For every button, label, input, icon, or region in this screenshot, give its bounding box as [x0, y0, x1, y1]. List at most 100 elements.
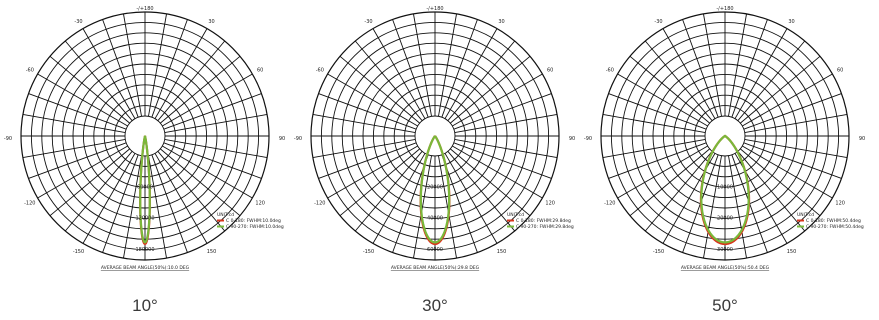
grid-spoke — [37, 73, 128, 127]
grid-spoke — [157, 40, 226, 121]
grid-spoke — [703, 13, 722, 117]
angle-label: -30 — [654, 19, 662, 25]
grid-spoke — [441, 19, 478, 118]
grid-spoke — [450, 55, 531, 124]
angle-label: -120 — [314, 201, 325, 207]
angle-label: -60 — [26, 68, 34, 74]
angle-label: 30 — [788, 19, 794, 25]
grid-spoke — [102, 19, 139, 118]
angle-label: -60 — [316, 68, 324, 74]
grid-spoke — [154, 153, 208, 244]
intensity-curve-c90-270 — [139, 134, 151, 244]
polar-chart-1: -/+180 -150 150 -120 120 -90 90 -60 60 -30 30 20000… — [294, 6, 575, 271]
angle-label: -90 — [4, 136, 12, 142]
grid-spoke — [163, 142, 262, 179]
grid-spoke — [160, 148, 241, 217]
grid-spoke — [731, 19, 768, 118]
grid-spoke — [447, 40, 516, 121]
legend-unit: UNIT:cd — [507, 212, 524, 218]
legend-entry: C 0-180: FWHM:29.8deg — [516, 218, 571, 224]
grid-spoke — [151, 154, 188, 253]
grid-spoke — [327, 73, 418, 127]
grid-spoke — [728, 13, 747, 117]
grid-spoke — [312, 139, 416, 158]
radial-value-label: 60000 — [427, 247, 443, 253]
grid-spoke — [744, 139, 848, 158]
beam-angle-caption-50: 50° — [712, 296, 738, 315]
grid-spoke — [453, 142, 552, 179]
angle-label: -150 — [363, 249, 374, 255]
grid-spoke — [617, 145, 708, 199]
radial-value-label: 180000 — [135, 247, 154, 253]
angle-label: 150 — [497, 249, 507, 255]
grid-spoke — [444, 28, 498, 119]
average-beam-angle-label: AVERAGE BEAM ANGLE(50%):50.4 DEG — [681, 265, 770, 271]
angle-label: 120 — [545, 201, 555, 207]
radial-value-label: 10000 — [717, 184, 733, 190]
grid-spoke — [740, 55, 821, 124]
grid-spoke — [742, 73, 833, 127]
grid-spoke — [339, 148, 420, 217]
grid-spoke — [413, 155, 432, 259]
grid-spoke — [602, 114, 706, 133]
grid-spoke — [602, 139, 706, 158]
angle-label: 150 — [207, 249, 217, 255]
grid-spoke — [318, 93, 417, 130]
grid-spoke — [662, 28, 716, 119]
intensity-curve-c90-270 — [700, 134, 750, 244]
grid-spoke — [154, 28, 208, 119]
legend-entry: C 0-180: FWHM:50.4deg — [806, 218, 861, 224]
grid-spoke — [64, 151, 133, 232]
grid-spoke — [49, 55, 130, 124]
angle-label: -90 — [294, 136, 302, 142]
beam-angle-caption-10: 10° — [132, 296, 158, 315]
grid-spoke — [617, 73, 708, 127]
grid-spoke — [164, 114, 268, 133]
angle-label-top: -/+180 — [136, 6, 153, 12]
grid-spoke — [438, 155, 457, 259]
grid-spoke — [339, 55, 420, 124]
grid-spoke — [629, 55, 710, 124]
grid-spoke — [162, 145, 253, 199]
grid-spoke — [22, 114, 126, 133]
grid-spoke — [327, 145, 418, 199]
radial-value-label: 20000 — [427, 184, 443, 190]
grid-spoke — [744, 114, 848, 133]
grid-spoke — [162, 73, 253, 127]
grid-spoke — [37, 145, 128, 199]
grid-spoke — [28, 93, 127, 130]
grid-spoke — [123, 155, 142, 259]
grid-spoke — [737, 151, 806, 232]
grid-spoke — [644, 151, 713, 232]
average-beam-angle-label: AVERAGE BEAM ANGLE(50%):10.0 DEG — [101, 265, 190, 271]
legend-entry: C 0-180: FWHM:10.0deg — [226, 218, 281, 224]
grid-spoke — [160, 55, 241, 124]
polar-chart-2: -/+180 -150 150 -120 120 -90 90 -60 60 -30 30 10000… — [584, 6, 865, 271]
grid-spoke — [148, 155, 167, 259]
grid-spoke — [354, 40, 423, 121]
angle-label: 90 — [279, 136, 285, 142]
angle-label-top: -/+180 — [426, 6, 443, 12]
grid-spoke — [318, 142, 417, 179]
grid-spoke — [743, 142, 842, 179]
grid-spoke — [151, 19, 188, 118]
radial-value-label: 20000 — [717, 216, 733, 222]
angle-label: 90 — [859, 136, 865, 142]
grid-spoke — [452, 145, 543, 199]
angle-label: -30 — [364, 19, 372, 25]
grid-spoke — [454, 114, 558, 133]
average-beam-angle-label: AVERAGE BEAM ANGLE(50%):29.8 DEG — [391, 265, 480, 271]
angle-label: -30 — [74, 19, 82, 25]
angle-label: 30 — [208, 19, 214, 25]
legend-entry: C 90-270: FWHM:50.4deg — [806, 224, 864, 230]
grid-spoke — [728, 155, 747, 259]
grid-spoke — [372, 153, 426, 244]
grid-spoke — [629, 148, 710, 217]
grid-spoke — [743, 93, 842, 130]
angle-label: -150 — [73, 249, 84, 255]
angle-label: 60 — [257, 68, 263, 74]
angle-label: 120 — [255, 201, 265, 207]
angle-label: -120 — [604, 201, 615, 207]
grid-spoke — [452, 73, 543, 127]
